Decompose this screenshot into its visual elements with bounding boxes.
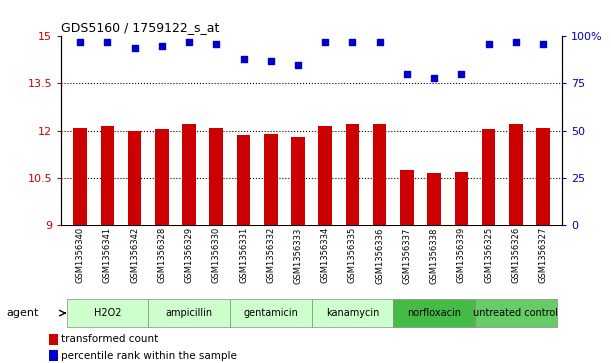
Text: GSM1356332: GSM1356332 [266, 227, 276, 284]
Text: transformed count: transformed count [61, 334, 159, 344]
Bar [318, 126, 332, 225]
Text: GSM1356337: GSM1356337 [403, 227, 411, 284]
Point [157, 43, 167, 49]
Text: GSM1356333: GSM1356333 [293, 227, 302, 284]
FancyBboxPatch shape [393, 299, 475, 327]
Bar [373, 125, 387, 225]
Bar [210, 127, 223, 225]
Point [239, 56, 249, 62]
Point [211, 41, 221, 47]
FancyBboxPatch shape [67, 299, 148, 327]
Bar [101, 126, 114, 225]
Bar [291, 137, 305, 225]
Point [430, 75, 439, 81]
Bar [509, 125, 522, 225]
Bar [128, 131, 141, 225]
Bar [155, 129, 169, 225]
Point [103, 39, 112, 45]
Text: ampicillin: ampicillin [166, 308, 213, 318]
Text: GSM1356339: GSM1356339 [457, 227, 466, 284]
Text: percentile rank within the sample: percentile rank within the sample [61, 351, 237, 361]
Point [484, 41, 494, 47]
Text: GSM1356325: GSM1356325 [484, 227, 493, 284]
Bar [400, 170, 414, 225]
Bar [536, 127, 550, 225]
Point [130, 45, 139, 50]
Bar [482, 129, 496, 225]
Text: untreated control: untreated control [474, 308, 558, 318]
Text: GSM1356330: GSM1356330 [212, 227, 221, 284]
Text: GSM1356327: GSM1356327 [538, 227, 547, 284]
Bar [49, 334, 58, 345]
Point [375, 39, 384, 45]
Bar [182, 125, 196, 225]
Point [538, 41, 548, 47]
Bar [73, 127, 87, 225]
Bar [455, 172, 468, 225]
Text: GSM1356341: GSM1356341 [103, 227, 112, 284]
FancyBboxPatch shape [475, 299, 557, 327]
Point [293, 62, 303, 68]
FancyBboxPatch shape [312, 299, 393, 327]
Text: GSM1356342: GSM1356342 [130, 227, 139, 284]
FancyBboxPatch shape [230, 299, 312, 327]
Point [184, 39, 194, 45]
Text: agent: agent [6, 308, 38, 318]
Text: GSM1356334: GSM1356334 [321, 227, 330, 284]
Point [402, 71, 412, 77]
Point [266, 58, 276, 64]
Text: GDS5160 / 1759122_s_at: GDS5160 / 1759122_s_at [61, 21, 219, 34]
Point [511, 39, 521, 45]
Text: GSM1356335: GSM1356335 [348, 227, 357, 284]
Text: H2O2: H2O2 [93, 308, 121, 318]
Bar [236, 135, 251, 225]
Text: GSM1356340: GSM1356340 [76, 227, 85, 284]
Text: GSM1356336: GSM1356336 [375, 227, 384, 284]
Text: GSM1356329: GSM1356329 [185, 227, 194, 284]
Point [75, 39, 85, 45]
Bar [346, 125, 359, 225]
Bar [427, 173, 441, 225]
Point [456, 71, 466, 77]
Text: GSM1356338: GSM1356338 [430, 227, 439, 284]
Point [348, 39, 357, 45]
FancyBboxPatch shape [148, 299, 230, 327]
Bar [264, 134, 277, 225]
Text: GSM1356326: GSM1356326 [511, 227, 521, 284]
Text: kanamycin: kanamycin [326, 308, 379, 318]
Text: GSM1356331: GSM1356331 [239, 227, 248, 284]
Bar [49, 350, 58, 362]
Text: GSM1356328: GSM1356328 [158, 227, 166, 284]
Text: norfloxacin: norfloxacin [407, 308, 461, 318]
Point [320, 39, 330, 45]
Text: gentamicin: gentamicin [243, 308, 298, 318]
